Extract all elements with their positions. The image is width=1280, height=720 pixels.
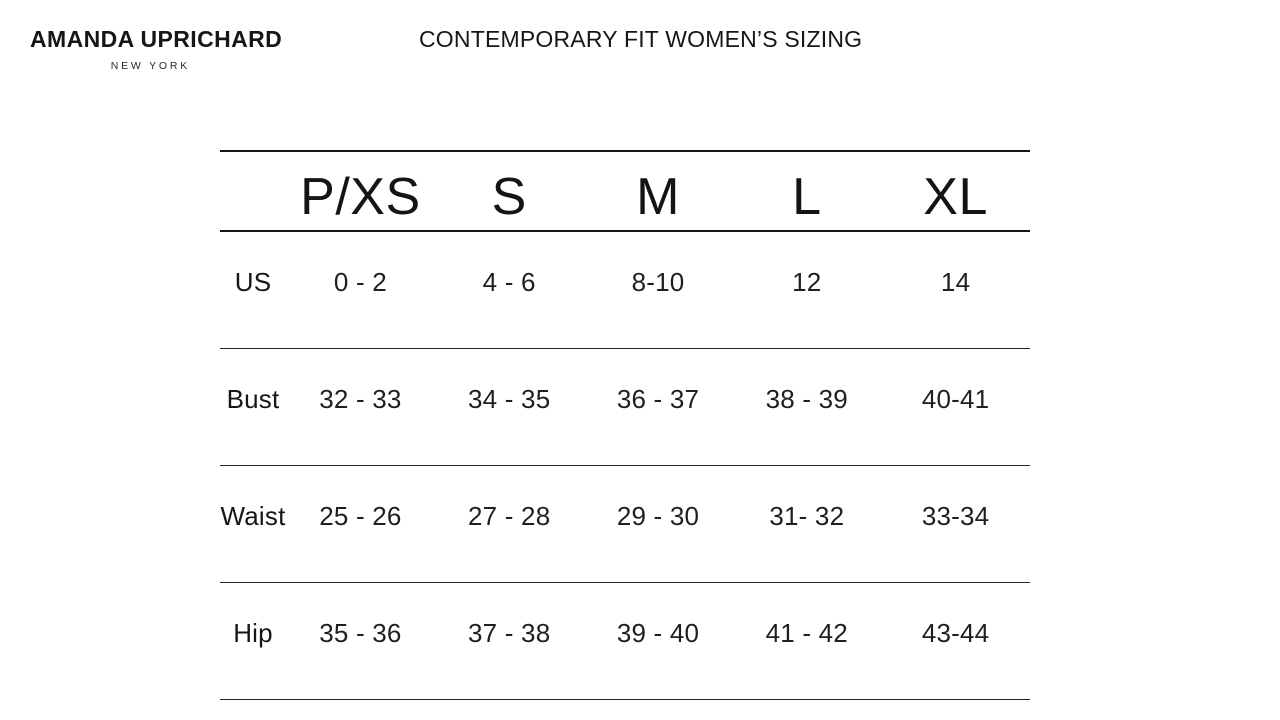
cell-bust-l: 38 - 39 <box>732 348 882 466</box>
cell-waist-xl: 33-34 <box>881 465 1030 583</box>
row-label-hip: Hip <box>220 582 286 700</box>
column-header-xl: XL <box>881 150 1030 232</box>
cell-hip-m: 39 - 40 <box>583 582 733 700</box>
column-header-l: L <box>732 150 882 232</box>
table-row-bust: Bust 32 - 33 34 - 35 36 - 37 38 - 39 40-… <box>220 348 1030 466</box>
table-row-hip: Hip 35 - 36 37 - 38 39 - 40 41 - 42 43-4… <box>220 582 1030 700</box>
table-header-row: P/XS S M L XL <box>220 150 1030 232</box>
corner-cell <box>220 150 286 232</box>
row-label-waist: Waist <box>220 465 286 583</box>
size-table: P/XS S M L XL US 0 - 2 4 - 6 8-10 12 14 … <box>220 150 1030 700</box>
cell-us-pxs: 0 - 2 <box>286 231 435 349</box>
table-row-waist: Waist 25 - 26 27 - 28 29 - 30 31- 32 33-… <box>220 465 1030 583</box>
column-header-s: S <box>434 150 584 232</box>
cell-bust-s: 34 - 35 <box>434 348 584 466</box>
cell-us-m: 8-10 <box>583 231 733 349</box>
column-header-m: M <box>583 150 733 232</box>
row-label-us: US <box>220 231 286 349</box>
cell-us-xl: 14 <box>881 231 1030 349</box>
cell-us-l: 12 <box>732 231 882 349</box>
page-title: CONTEMPORARY FIT WOMEN’S SIZING <box>419 26 863 52</box>
cell-hip-l: 41 - 42 <box>732 582 882 700</box>
cell-bust-m: 36 - 37 <box>583 348 733 466</box>
cell-waist-m: 29 - 30 <box>583 465 733 583</box>
row-label-bust: Bust <box>220 348 286 466</box>
brand-name: AMANDA UPRICHARD <box>30 26 283 52</box>
cell-bust-pxs: 32 - 33 <box>286 348 435 466</box>
cell-hip-xl: 43-44 <box>881 582 1030 700</box>
table-row-us: US 0 - 2 4 - 6 8-10 12 14 <box>220 231 1030 349</box>
cell-hip-s: 37 - 38 <box>434 582 584 700</box>
cell-waist-s: 27 - 28 <box>434 465 584 583</box>
brand-city: NEW YORK <box>110 60 191 72</box>
cell-us-s: 4 - 6 <box>434 231 584 349</box>
cell-waist-pxs: 25 - 26 <box>286 465 435 583</box>
brand-logo: AMANDA UPRICHARD NEW YORK <box>30 26 283 72</box>
column-header-pxs: P/XS <box>286 150 435 232</box>
cell-hip-pxs: 35 - 36 <box>286 582 435 700</box>
cell-bust-xl: 40-41 <box>881 348 1030 466</box>
cell-waist-l: 31- 32 <box>732 465 882 583</box>
